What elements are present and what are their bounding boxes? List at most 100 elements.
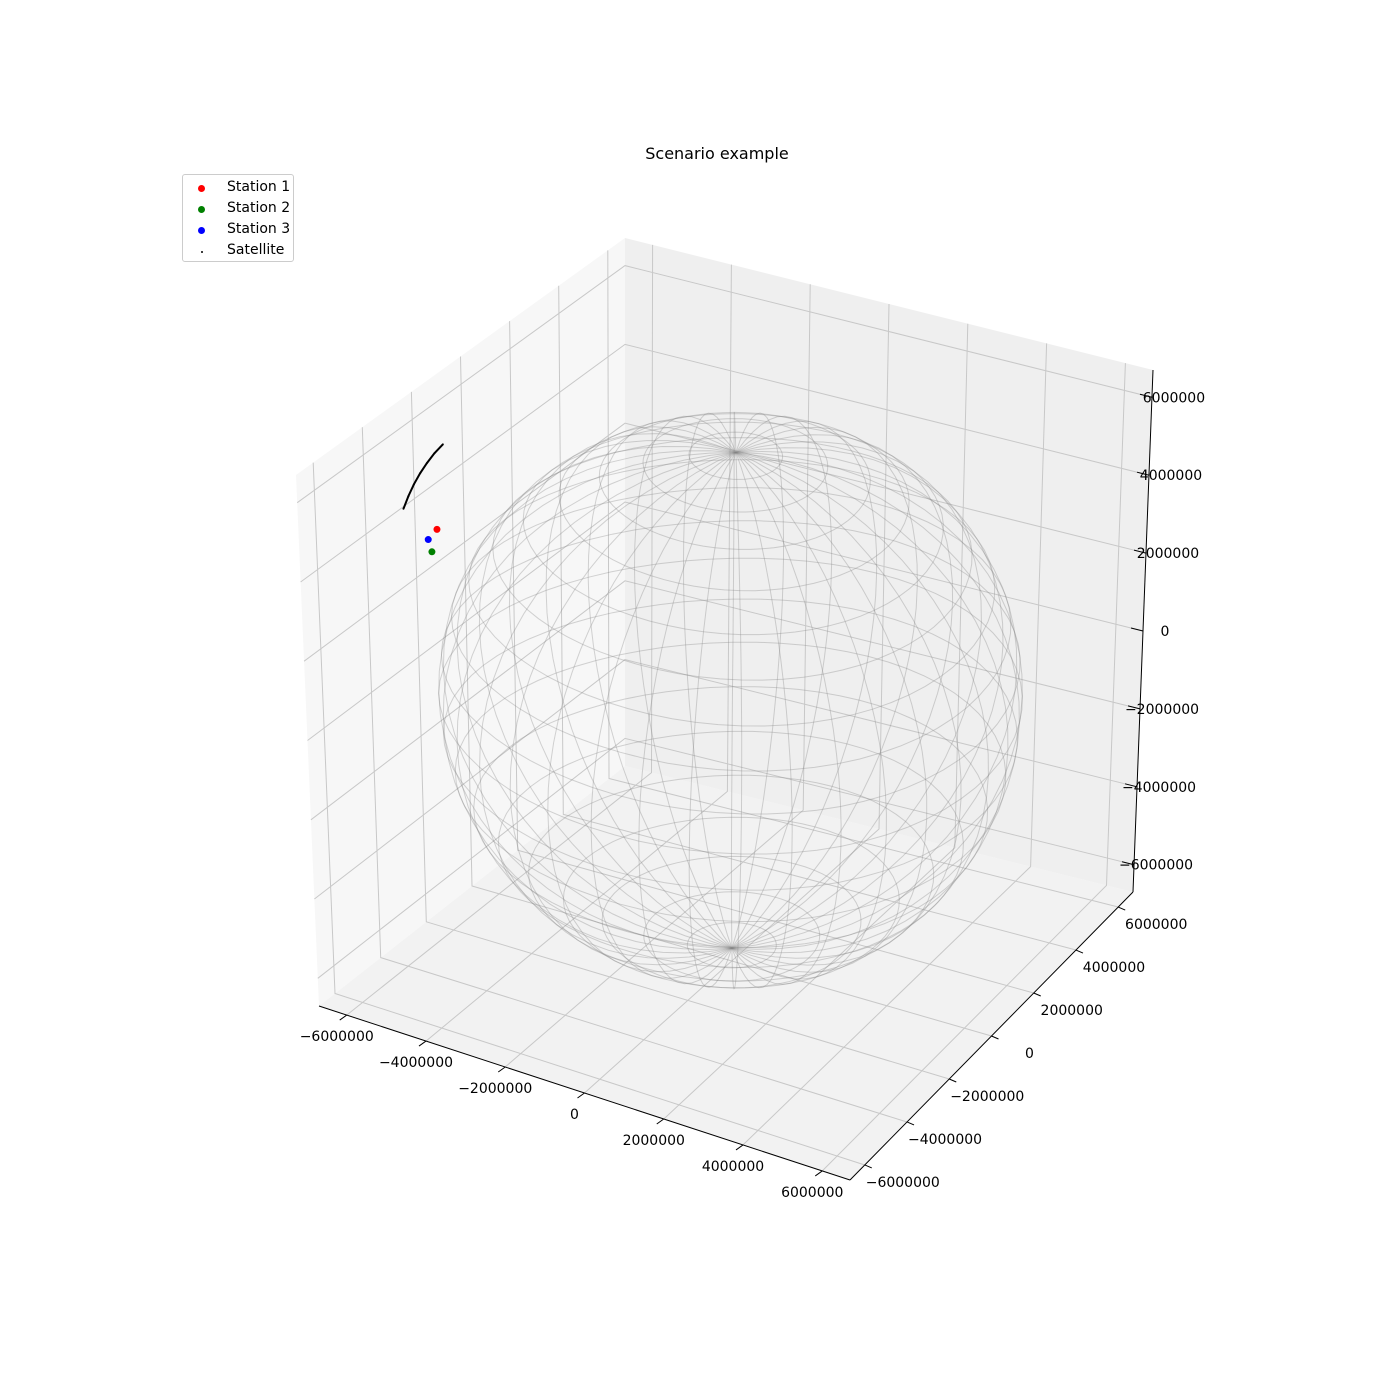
grid-line-y (410, 391, 950, 1080)
legend-item-satellite: Satellite (183, 240, 295, 260)
x-tick-mark (735, 1144, 744, 1151)
sphere-longitude-line (508, 433, 737, 949)
sphere-longitude-line (479, 452, 737, 959)
station-3-point (424, 536, 432, 544)
sphere-latitude-line (440, 520, 1021, 815)
sphere-latitude-line (468, 459, 996, 727)
sphere-longitude-line (587, 420, 737, 949)
sphere-longitude-line (456, 452, 737, 954)
sphere-longitude-line (731, 450, 1018, 949)
x-tick-label: 0 (570, 1107, 579, 1123)
grid-line-x (742, 343, 1048, 1146)
satellite-point (433, 452, 436, 455)
z-tick-mark (1121, 861, 1135, 866)
left-pane (296, 238, 625, 1006)
grid-line-x (821, 363, 1126, 1172)
grid-line-x (584, 303, 890, 1094)
grid-line-y (460, 356, 992, 1037)
sphere-latitude-line (642, 418, 829, 513)
floor-pane (319, 766, 1133, 1180)
sphere-longitude-line (731, 426, 918, 949)
z-tick-mark (1133, 549, 1147, 554)
z-tick-mark (1130, 627, 1144, 632)
y-tick-label: 6000000 (1125, 917, 1187, 933)
legend-label-station-2: Station 2 (227, 200, 291, 216)
station-1-point (433, 525, 441, 533)
y-tick-mark (991, 1035, 999, 1040)
sphere-longitude-line (438, 452, 736, 949)
sphere-latitude-line (643, 891, 821, 982)
grid-line-y (509, 321, 1034, 994)
z-tick-label: 0 (1161, 624, 1170, 640)
sphere-latitude-line (686, 922, 777, 969)
grid-line-x (504, 284, 811, 1068)
satellite-point (407, 495, 410, 498)
satellite-point (425, 462, 428, 465)
x-tick-label: 2000000 (623, 1133, 685, 1149)
z-tick-mark (1136, 471, 1150, 476)
sphere-latitude-line (450, 487, 1012, 772)
grid-line-y (607, 250, 1119, 908)
x-tick-label: 6000000 (781, 1185, 843, 1201)
y-tick-mark (949, 1078, 957, 1083)
sphere-longitude-line (731, 452, 887, 980)
x-tick-mark (418, 1040, 427, 1047)
sphere-longitude-line (731, 447, 1004, 949)
x-tick-mark (656, 1118, 665, 1125)
sphere-latitude-line (598, 411, 871, 550)
grid-line-z (314, 659, 1138, 900)
sphere-longitude-line (731, 434, 954, 949)
y-tick-label: 0 (1025, 1046, 1034, 1062)
tick-labels: −6000000 −4000000 −2000000 0 2000000 4000000 6… (300, 390, 1205, 1201)
legend-item-station-3: Station 3 (183, 219, 295, 239)
sphere-longitude-line (731, 415, 833, 949)
data-points (402, 443, 444, 556)
y-tick-mark (1033, 992, 1041, 997)
grid-line-z (296, 265, 1153, 504)
x-tick-mark (577, 1092, 585, 1099)
grid-line-z (310, 580, 1141, 821)
x-tick-mark (814, 1170, 823, 1177)
sphere-latitude-line (528, 774, 935, 982)
z-tick-mark (1127, 705, 1141, 710)
sphere-longitude-line (682, 412, 737, 949)
legend-label-station-3: Station 3 (227, 221, 291, 237)
legend-marker-station-1 (198, 185, 205, 192)
y-tick-label: −6000000 (866, 1175, 940, 1191)
grid-line-y (558, 285, 1077, 951)
sphere-longitude-line (731, 452, 842, 985)
legend-item-station-1: Station 1 (183, 177, 295, 197)
y-tick-mark (1075, 949, 1084, 954)
sphere-longitude-line (731, 452, 962, 966)
x-tick-label: −2000000 (458, 1081, 532, 1097)
back-pane (625, 238, 1153, 892)
satellite-point (412, 483, 415, 486)
sphere-longitude-line (688, 452, 737, 988)
grid-line-z (317, 737, 1135, 979)
z-tick-label: 6000000 (1143, 390, 1205, 406)
grid-lines (296, 244, 1153, 1172)
grid-line-z (300, 343, 1150, 583)
x-tick-label: 4000000 (702, 1159, 764, 1175)
y-tick-mark (1118, 906, 1126, 911)
sphere-latitude-line (601, 855, 862, 989)
sphere-latitude-line (562, 816, 900, 989)
sphere-latitude-line (473, 686, 989, 949)
sphere-longitude-line (731, 452, 1020, 950)
z-tick-mark (1139, 393, 1153, 398)
sphere-longitude-line (509, 452, 737, 966)
legend-marker-station-2 (198, 206, 205, 213)
x-tick-label: −6000000 (300, 1029, 374, 1045)
sphere-longitude-line (731, 452, 989, 959)
legend-label-satellite: Satellite (227, 242, 285, 258)
sphere-latitude-line (454, 641, 1007, 922)
sphere-longitude-line (731, 452, 928, 973)
z-tick-mark (1124, 783, 1138, 788)
legend-marker-station-3 (198, 227, 205, 234)
z-tick-label: 4000000 (1140, 468, 1202, 484)
sphere-longitude-line (456, 445, 736, 949)
sphere-longitude-line (442, 450, 736, 949)
x-tick-mark (339, 1014, 348, 1021)
sphere-longitude-line (638, 452, 737, 985)
